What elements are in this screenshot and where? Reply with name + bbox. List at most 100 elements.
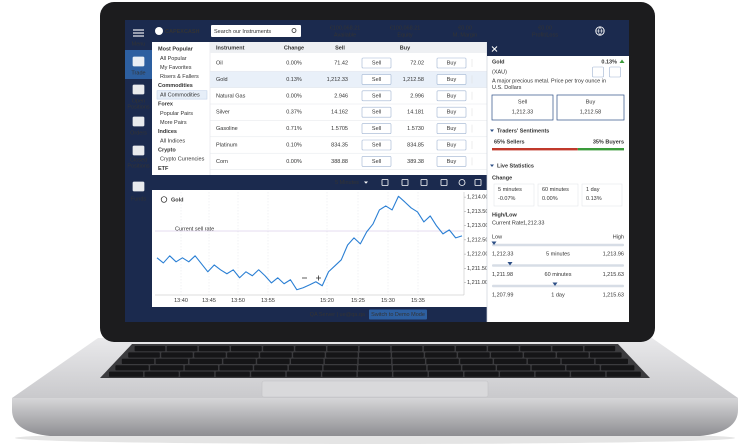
instrument-name[interactable]: Silver xyxy=(216,110,230,116)
instrument-name[interactable]: Platinum xyxy=(216,142,238,148)
key xyxy=(198,346,230,352)
buy-button[interactable] xyxy=(436,123,467,134)
category-item[interactable]: Popular Pairs xyxy=(160,111,193,117)
y-tick-label: 1,213.50 xyxy=(467,209,488,215)
category-item[interactable]: My Favorites xyxy=(160,65,192,71)
sell-price: 14.162 xyxy=(331,110,348,116)
sell-button-label[interactable]: Sell xyxy=(372,142,381,148)
instrument-name[interactable]: Gold xyxy=(216,77,228,83)
sell-button-label[interactable]: Sell xyxy=(372,159,381,165)
detail-action[interactable] xyxy=(609,66,621,78)
sidebar-label[interactable]: Closed xyxy=(130,157,147,163)
buy-button[interactable] xyxy=(436,156,467,167)
key xyxy=(497,365,531,371)
sell-button[interactable] xyxy=(361,106,392,118)
category-item[interactable]: All Popular xyxy=(160,56,187,62)
x-tick-label: 13:50 xyxy=(231,298,245,304)
sell-button-label[interactable]: Sell xyxy=(372,126,381,132)
sell-button-label[interactable]: Sell xyxy=(372,77,381,83)
instrument-change: 0.71% xyxy=(286,126,302,132)
buy-button-label[interactable]: Buy xyxy=(447,126,457,132)
buy-box-value[interactable]: 1,212.58 xyxy=(580,109,601,115)
buy-box-label[interactable]: Buy xyxy=(586,99,596,105)
category-item[interactable]: Crypto Currencies xyxy=(160,157,205,163)
sell-box-label[interactable]: Sell xyxy=(518,99,527,105)
detail-description: U.S. Dollars xyxy=(492,85,522,91)
sell-box[interactable] xyxy=(491,94,554,121)
category-item[interactable]: Risers & Fallers xyxy=(160,74,199,80)
sell-button[interactable] xyxy=(361,57,392,69)
toolbar-icon[interactable] xyxy=(474,179,482,186)
toolbar-icon[interactable] xyxy=(381,179,389,186)
sell-button-label[interactable]: Sell xyxy=(372,60,381,66)
x-tick-label: 15:20 xyxy=(320,298,334,304)
key xyxy=(121,358,155,364)
buy-button-label[interactable]: Buy xyxy=(447,77,457,83)
toolbar-icon[interactable] xyxy=(420,179,428,186)
key xyxy=(161,352,193,358)
buy-button[interactable] xyxy=(436,57,467,69)
detail-change: 0.13% xyxy=(601,59,617,65)
buy-box[interactable] xyxy=(556,94,625,121)
buy-button-label[interactable]: Buy xyxy=(447,110,457,116)
toolbar-icon[interactable] xyxy=(401,179,409,186)
buy-button-label[interactable]: Buy xyxy=(447,142,457,148)
demo-button-label[interactable]: Switch to Demo Mode xyxy=(371,312,425,318)
x-tick-label: 13:55 xyxy=(261,298,275,304)
close-icon[interactable] xyxy=(491,46,498,52)
buy-button[interactable] xyxy=(436,90,467,102)
toolbar-icon[interactable] xyxy=(458,179,466,186)
sidebar-label[interactable]: Orders xyxy=(130,130,147,136)
sell-button[interactable] xyxy=(361,123,392,134)
instrument-name[interactable]: Oil xyxy=(216,60,223,66)
detail-header xyxy=(487,42,629,56)
category-item[interactable]: All Commodities xyxy=(160,92,200,98)
buy-price: 834.85 xyxy=(407,142,424,148)
sidebar-label[interactable]: Funds xyxy=(131,196,147,202)
sidebar-label[interactable]: Open xyxy=(132,98,145,104)
instrument-name[interactable]: Natural Gas xyxy=(216,93,246,99)
key xyxy=(231,346,262,352)
sell-button[interactable] xyxy=(361,139,392,151)
key xyxy=(524,352,556,358)
category-item[interactable]: All Indices xyxy=(160,138,185,144)
sell-button-label[interactable]: Sell xyxy=(372,93,381,99)
sidebar-label[interactable]: Menu xyxy=(132,41,146,47)
toolbar-icon[interactable] xyxy=(440,179,448,186)
category-heading: Indices xyxy=(158,129,177,135)
instrument-name[interactable]: Corn xyxy=(216,159,228,165)
sell-button-label[interactable]: Sell xyxy=(372,110,381,116)
key xyxy=(423,346,455,352)
sidebar-label[interactable]: Positions xyxy=(127,104,150,110)
sell-box-value[interactable]: 1,212.33 xyxy=(512,109,533,115)
sidebar-label[interactable]: Positions xyxy=(127,163,150,169)
sidebar-label[interactable]: Trade xyxy=(131,70,145,76)
category-panel xyxy=(152,42,210,175)
sell-button[interactable] xyxy=(361,156,392,167)
buy-button-label[interactable]: Buy xyxy=(447,159,457,165)
category-item[interactable]: More Pairs xyxy=(160,120,187,126)
sell-button[interactable] xyxy=(361,74,392,85)
buy-button-label[interactable]: Buy xyxy=(447,93,457,99)
key xyxy=(194,352,226,358)
detail-action[interactable] xyxy=(592,66,604,78)
sell-price: 2.946 xyxy=(334,93,348,99)
key xyxy=(427,365,461,371)
instrument-name[interactable]: Gasoline xyxy=(216,126,238,132)
sidebar-icon xyxy=(132,181,145,192)
buy-button-label[interactable]: Buy xyxy=(447,60,457,66)
timeframe-caret xyxy=(364,181,368,184)
key xyxy=(128,352,160,358)
buy-button[interactable] xyxy=(436,106,467,118)
key xyxy=(322,371,357,377)
account-value: €0.00 xyxy=(538,25,552,31)
sell-button[interactable] xyxy=(361,90,392,102)
change-period: 1 day xyxy=(586,187,600,193)
demo-button[interactable] xyxy=(369,309,427,320)
buy-button[interactable] xyxy=(436,74,467,85)
buy-button[interactable] xyxy=(436,139,467,151)
timeframe[interactable]: 5 Minutes xyxy=(335,180,359,186)
zoom-in[interactable] xyxy=(316,275,321,281)
current-rate-label: Current Rate xyxy=(492,220,524,226)
search-box[interactable] xyxy=(211,25,301,37)
